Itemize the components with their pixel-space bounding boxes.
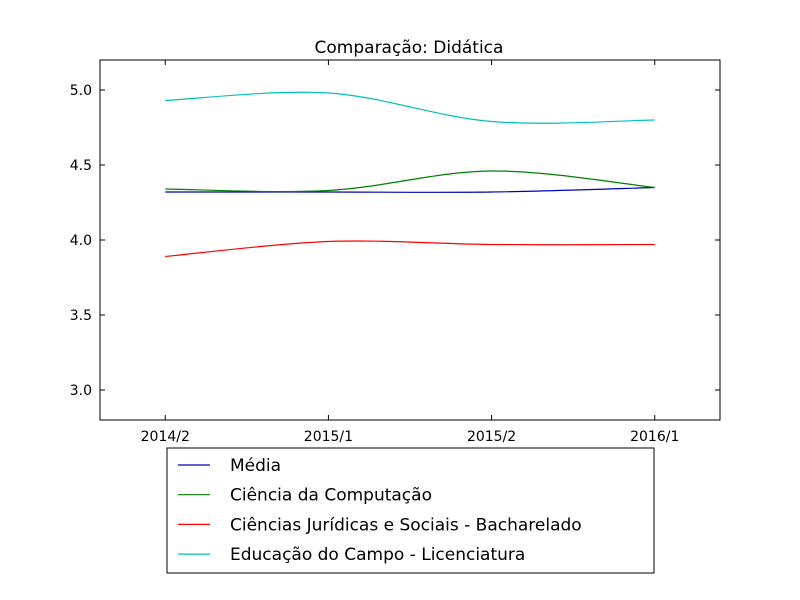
series-line-2: [165, 170, 655, 193]
legend-label-3: Ciências Jurídicas e Sociais - Bacharela…: [230, 515, 582, 535]
axis-ticks: 2014/2 2015/1 2015/2 2016/1 3.0 3.5 4.0 4.5 5.0: [70, 60, 720, 445]
legend: Média Ciência da Computação Ciências Juríd…: [166, 447, 655, 574]
x-tick-label: 2015/2: [467, 429, 516, 445]
y-tick-label: 4.0: [70, 233, 92, 249]
x-tick-label: 2016/1: [630, 429, 679, 445]
x-tick-label: 2015/1: [304, 429, 353, 445]
chart-title: Comparação: Didática: [315, 38, 504, 58]
legend-box: [166, 447, 655, 574]
legend-label-4: Educação do Campo - Licenciatura: [230, 545, 525, 565]
y-tick-label: 5.0: [70, 83, 92, 99]
series-line-3: [165, 240, 655, 258]
y-tick-label: 4.5: [70, 158, 92, 174]
series-lines: [165, 91, 655, 258]
series-line-1: [165, 186, 655, 193]
x-tick-label: 2014/2: [141, 429, 190, 445]
legend-label-1: Média: [230, 456, 281, 476]
legend-label-2: Ciência da Computação: [230, 486, 432, 506]
y-tick-label: 3.5: [70, 308, 92, 324]
plot-area-frame: [99, 59, 721, 421]
series-line-4: [165, 91, 655, 124]
y-tick-label: 3.0: [70, 383, 92, 399]
